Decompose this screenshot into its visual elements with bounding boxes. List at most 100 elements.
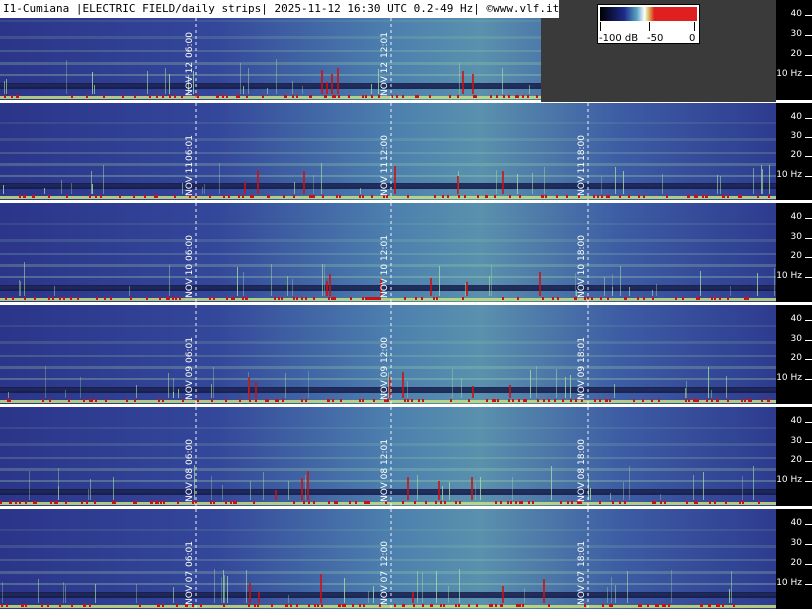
legend-mid-label: -50 <box>647 33 664 44</box>
frequency-tick: 40 <box>776 112 812 122</box>
time-marker-label: 12:01 <box>380 439 390 465</box>
frequency-tick: 20 <box>776 150 812 160</box>
spectrogram-image <box>0 203 776 302</box>
time-marker-label: 06:01 <box>185 541 195 567</box>
frequency-tick-label: 20 <box>790 251 802 261</box>
strip-separator <box>0 404 776 407</box>
time-marker-label: 12:00 <box>380 337 390 363</box>
strip-separator <box>0 506 776 509</box>
spectrogram-image <box>0 305 776 404</box>
frequency-tick: 40 <box>776 9 812 19</box>
frequency-tick: 10 Hz <box>776 373 812 383</box>
frequency-tick: 20 <box>776 353 812 363</box>
frequency-tick-label: 40 <box>790 416 802 426</box>
frequency-tick-label: 40 <box>790 9 802 19</box>
frequency-axis: 40 30 20 10 Hz <box>776 103 812 200</box>
frequency-tick-label: 30 <box>790 232 802 242</box>
frequency-tick-label: 20 <box>790 49 802 59</box>
frequency-tick-label: 30 <box>790 436 802 446</box>
spectrogram-image <box>0 509 776 609</box>
date-label: NOV 11 <box>185 161 195 196</box>
frequency-tick: 10 Hz <box>776 170 812 180</box>
date-label: NOV 09 <box>185 365 195 400</box>
frequency-tick: 20 <box>776 558 812 568</box>
frequency-tick: 30 <box>776 334 812 344</box>
frequency-tick-label: 30 <box>790 538 802 548</box>
time-marker-label: 06:00 <box>185 235 195 261</box>
time-marker-label: 12:01 <box>380 235 390 261</box>
frequency-tick-label: 10 Hz <box>776 578 802 588</box>
frequency-tick-label: 30 <box>790 334 802 344</box>
time-marker-label: 12:01 <box>380 32 390 58</box>
frequency-tick: 30 <box>776 131 812 141</box>
date-label: NOV 12 <box>380 61 390 96</box>
time-marker-label: 18:01 <box>577 337 587 363</box>
frequency-tick: 10 Hz <box>776 271 812 281</box>
time-marker-label: 12:00 <box>380 135 390 161</box>
frequency-axis: 40 30 20 10 Hz <box>776 305 812 404</box>
legend-tick <box>600 22 601 31</box>
legend-min-label: -100 dB <box>599 33 639 44</box>
date-label: NOV 08 <box>577 467 587 502</box>
frequency-tick: 30 <box>776 232 812 242</box>
spectrogram-strip <box>0 203 776 302</box>
page-title: I1-Cumiana |ELECTRIC FIELD/daily strips|… <box>0 0 560 18</box>
date-label: NOV 09 <box>380 365 390 400</box>
date-label: NOV 08 <box>380 467 390 502</box>
date-label: NOV 07 <box>380 570 390 605</box>
frequency-tick-label: 30 <box>790 131 802 141</box>
frequency-tick: 10 Hz <box>776 578 812 588</box>
frequency-tick: 30 <box>776 436 812 446</box>
time-marker-label: 06:01 <box>185 337 195 363</box>
time-marker-label: 06:00 <box>185 439 195 465</box>
date-label: NOV 12 <box>185 61 195 96</box>
frequency-tick-label: 20 <box>790 455 802 465</box>
time-marker-label: 18:00 <box>577 235 587 261</box>
legend-max-label: 0 <box>689 33 696 44</box>
frequency-axis: 40 30 20 10 Hz <box>776 509 812 609</box>
spectrogram-strip <box>0 407 776 506</box>
frequency-tick-label: 20 <box>790 150 802 160</box>
frequency-tick-label: 10 Hz <box>776 69 802 79</box>
frequency-tick-label: 10 Hz <box>776 373 802 383</box>
date-label: NOV 07 <box>185 570 195 605</box>
frequency-tick: 40 <box>776 314 812 324</box>
date-label: NOV 07 <box>577 570 587 605</box>
frequency-tick-label: 40 <box>790 314 802 324</box>
frequency-axis: 40 30 20 10 Hz <box>776 203 812 302</box>
frequency-tick: 20 <box>776 251 812 261</box>
time-marker-label: 18:01 <box>577 541 587 567</box>
legend-tick <box>649 22 650 31</box>
color-legend: -100 dB -50 0 <box>597 4 700 44</box>
date-label: NOV 09 <box>577 365 587 400</box>
frequency-tick-label: 40 <box>790 112 802 122</box>
frequency-tick-label: 10 Hz <box>776 475 802 485</box>
spectrogram-strip <box>0 305 776 404</box>
frequency-tick-label: 10 Hz <box>776 170 802 180</box>
time-marker-label: 06:01 <box>185 135 195 161</box>
frequency-tick-label: 40 <box>790 212 802 222</box>
time-marker-label: 18:00 <box>577 439 587 465</box>
spectrogram-strip <box>0 509 776 609</box>
frequency-axis: 40 30 20 10 Hz <box>776 0 812 100</box>
frequency-tick: 30 <box>776 29 812 39</box>
frequency-tick: 30 <box>776 538 812 548</box>
frequency-tick: 40 <box>776 518 812 528</box>
frequency-tick-label: 10 Hz <box>776 271 802 281</box>
frequency-tick: 10 Hz <box>776 69 812 79</box>
frequency-tick: 10 Hz <box>776 475 812 485</box>
strip-separator <box>0 200 776 203</box>
frequency-tick: 40 <box>776 416 812 426</box>
frequency-tick-label: 20 <box>790 558 802 568</box>
frequency-axis: 40 30 20 10 Hz <box>776 407 812 506</box>
spectrogram-strip <box>0 103 776 200</box>
time-marker-label: 18:00 <box>577 135 587 161</box>
date-label: NOV 11 <box>577 161 587 196</box>
frequency-tick: 20 <box>776 455 812 465</box>
time-marker-label: 12:00 <box>380 541 390 567</box>
strip-separator <box>0 302 776 305</box>
frequency-tick: 40 <box>776 212 812 222</box>
spectrogram-image <box>0 407 776 506</box>
date-label: NOV 08 <box>185 467 195 502</box>
legend-color-bar <box>600 7 697 21</box>
